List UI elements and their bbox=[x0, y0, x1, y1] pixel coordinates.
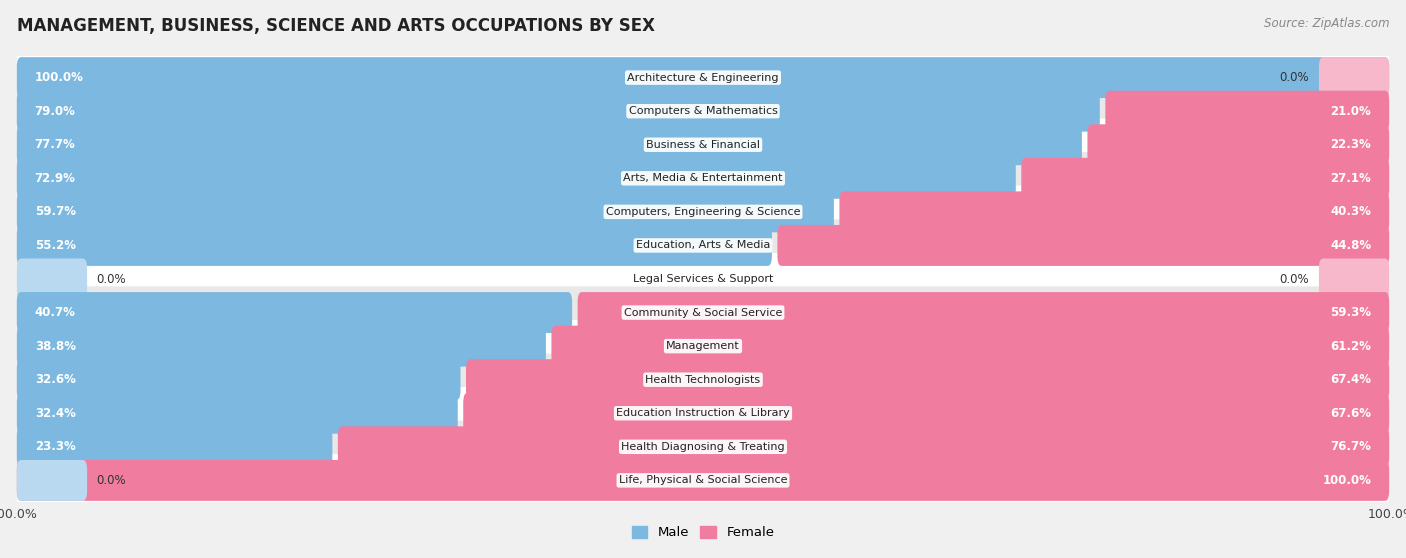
Text: Architecture & Engineering: Architecture & Engineering bbox=[627, 73, 779, 83]
Text: Health Technologists: Health Technologists bbox=[645, 374, 761, 384]
FancyBboxPatch shape bbox=[17, 186, 1389, 238]
FancyBboxPatch shape bbox=[17, 460, 1389, 501]
Text: Health Diagnosing & Treating: Health Diagnosing & Treating bbox=[621, 442, 785, 452]
FancyBboxPatch shape bbox=[17, 91, 1099, 132]
Text: 44.8%: 44.8% bbox=[1330, 239, 1371, 252]
FancyBboxPatch shape bbox=[17, 393, 458, 434]
FancyBboxPatch shape bbox=[839, 191, 1389, 232]
FancyBboxPatch shape bbox=[17, 118, 1389, 171]
FancyBboxPatch shape bbox=[551, 326, 1389, 367]
FancyBboxPatch shape bbox=[17, 219, 1389, 272]
FancyBboxPatch shape bbox=[463, 393, 1389, 434]
Legend: Male, Female: Male, Female bbox=[626, 521, 780, 545]
FancyBboxPatch shape bbox=[1105, 91, 1389, 132]
Text: 79.0%: 79.0% bbox=[35, 105, 76, 118]
FancyBboxPatch shape bbox=[17, 152, 1389, 204]
FancyBboxPatch shape bbox=[17, 460, 87, 501]
Text: Education Instruction & Library: Education Instruction & Library bbox=[616, 408, 790, 418]
Text: 61.2%: 61.2% bbox=[1330, 340, 1371, 353]
Text: Community & Social Service: Community & Social Service bbox=[624, 307, 782, 318]
Text: Life, Physical & Social Science: Life, Physical & Social Science bbox=[619, 475, 787, 485]
Text: 0.0%: 0.0% bbox=[97, 272, 127, 286]
FancyBboxPatch shape bbox=[17, 354, 1389, 406]
Text: 22.3%: 22.3% bbox=[1330, 138, 1371, 151]
Text: Source: ZipAtlas.com: Source: ZipAtlas.com bbox=[1264, 17, 1389, 30]
FancyBboxPatch shape bbox=[17, 124, 1083, 165]
Text: 77.7%: 77.7% bbox=[35, 138, 76, 151]
FancyBboxPatch shape bbox=[17, 85, 1389, 137]
FancyBboxPatch shape bbox=[17, 326, 546, 367]
Text: 59.3%: 59.3% bbox=[1330, 306, 1371, 319]
FancyBboxPatch shape bbox=[778, 225, 1389, 266]
FancyBboxPatch shape bbox=[17, 426, 332, 467]
Text: 23.3%: 23.3% bbox=[35, 440, 76, 453]
Text: 0.0%: 0.0% bbox=[1279, 71, 1309, 84]
Text: Management: Management bbox=[666, 341, 740, 351]
Text: 40.3%: 40.3% bbox=[1330, 205, 1371, 218]
Text: Business & Financial: Business & Financial bbox=[645, 140, 761, 150]
Text: 72.9%: 72.9% bbox=[35, 172, 76, 185]
FancyBboxPatch shape bbox=[17, 51, 1389, 104]
Text: 0.0%: 0.0% bbox=[1279, 272, 1309, 286]
FancyBboxPatch shape bbox=[578, 292, 1389, 333]
Text: 55.2%: 55.2% bbox=[35, 239, 76, 252]
Text: 32.6%: 32.6% bbox=[35, 373, 76, 386]
FancyBboxPatch shape bbox=[17, 454, 1389, 507]
FancyBboxPatch shape bbox=[17, 320, 1389, 372]
FancyBboxPatch shape bbox=[17, 225, 772, 266]
Text: 67.4%: 67.4% bbox=[1330, 373, 1371, 386]
Text: Education, Arts & Media: Education, Arts & Media bbox=[636, 240, 770, 251]
FancyBboxPatch shape bbox=[1087, 124, 1389, 165]
Text: Legal Services & Support: Legal Services & Support bbox=[633, 274, 773, 284]
Text: MANAGEMENT, BUSINESS, SCIENCE AND ARTS OCCUPATIONS BY SEX: MANAGEMENT, BUSINESS, SCIENCE AND ARTS O… bbox=[17, 17, 655, 35]
FancyBboxPatch shape bbox=[17, 286, 1389, 339]
Text: 40.7%: 40.7% bbox=[35, 306, 76, 319]
Text: Arts, Media & Entertainment: Arts, Media & Entertainment bbox=[623, 174, 783, 184]
FancyBboxPatch shape bbox=[17, 387, 1389, 440]
FancyBboxPatch shape bbox=[17, 359, 461, 400]
Text: 100.0%: 100.0% bbox=[35, 71, 83, 84]
Text: 0.0%: 0.0% bbox=[97, 474, 127, 487]
FancyBboxPatch shape bbox=[17, 421, 1389, 473]
FancyBboxPatch shape bbox=[17, 57, 1389, 98]
FancyBboxPatch shape bbox=[17, 292, 572, 333]
Text: 100.0%: 100.0% bbox=[1323, 474, 1371, 487]
FancyBboxPatch shape bbox=[17, 158, 1015, 199]
FancyBboxPatch shape bbox=[17, 191, 834, 232]
Text: 67.6%: 67.6% bbox=[1330, 407, 1371, 420]
FancyBboxPatch shape bbox=[465, 359, 1389, 400]
FancyBboxPatch shape bbox=[1021, 158, 1389, 199]
FancyBboxPatch shape bbox=[17, 258, 87, 300]
FancyBboxPatch shape bbox=[1319, 258, 1389, 300]
Text: 59.7%: 59.7% bbox=[35, 205, 76, 218]
Text: 32.4%: 32.4% bbox=[35, 407, 76, 420]
Text: 21.0%: 21.0% bbox=[1330, 105, 1371, 118]
Text: Computers & Mathematics: Computers & Mathematics bbox=[628, 106, 778, 116]
FancyBboxPatch shape bbox=[17, 253, 1389, 305]
FancyBboxPatch shape bbox=[1319, 57, 1389, 98]
FancyBboxPatch shape bbox=[337, 426, 1389, 467]
Text: 38.8%: 38.8% bbox=[35, 340, 76, 353]
Text: Computers, Engineering & Science: Computers, Engineering & Science bbox=[606, 207, 800, 217]
Text: 27.1%: 27.1% bbox=[1330, 172, 1371, 185]
Text: 76.7%: 76.7% bbox=[1330, 440, 1371, 453]
